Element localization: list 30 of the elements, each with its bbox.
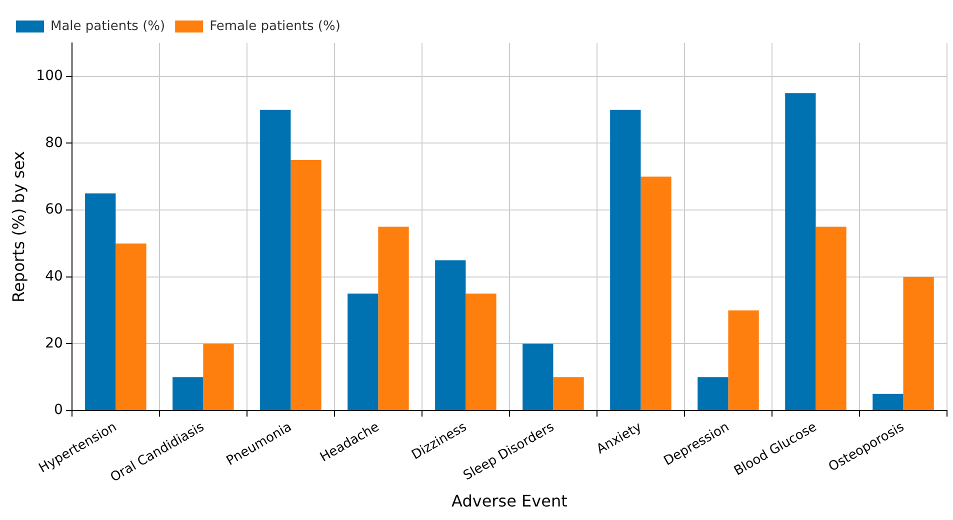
bar — [553, 377, 584, 410]
y-tick-label: 0 — [54, 402, 63, 418]
y-tick-label: 60 — [45, 202, 63, 218]
bar — [872, 394, 904, 410]
bar — [85, 193, 116, 410]
bar — [348, 294, 378, 410]
y-tick-label: 20 — [45, 335, 63, 352]
y-tick-label: 100 — [36, 68, 63, 84]
bar — [640, 176, 672, 410]
bar — [466, 294, 496, 410]
y-axis-title: Reports (%) by sex — [8, 151, 28, 302]
bar — [610, 110, 641, 410]
x-axis-title: Adverse Event — [452, 492, 568, 511]
bar — [728, 310, 759, 410]
bar — [903, 276, 934, 410]
y-tick-label: 80 — [45, 134, 63, 151]
bar — [522, 344, 554, 410]
bar — [435, 260, 466, 410]
y-tick-label: 40 — [45, 268, 63, 285]
bar — [290, 160, 322, 410]
bar — [378, 226, 409, 410]
bar — [260, 110, 291, 410]
bar — [698, 377, 728, 410]
bar — [172, 377, 204, 410]
bar — [116, 244, 146, 410]
legend-label: Male patients (%) — [50, 18, 166, 34]
bar — [203, 344, 234, 410]
legend-label: Female patients (%) — [210, 18, 340, 34]
bar — [785, 93, 816, 410]
bar — [816, 226, 846, 410]
